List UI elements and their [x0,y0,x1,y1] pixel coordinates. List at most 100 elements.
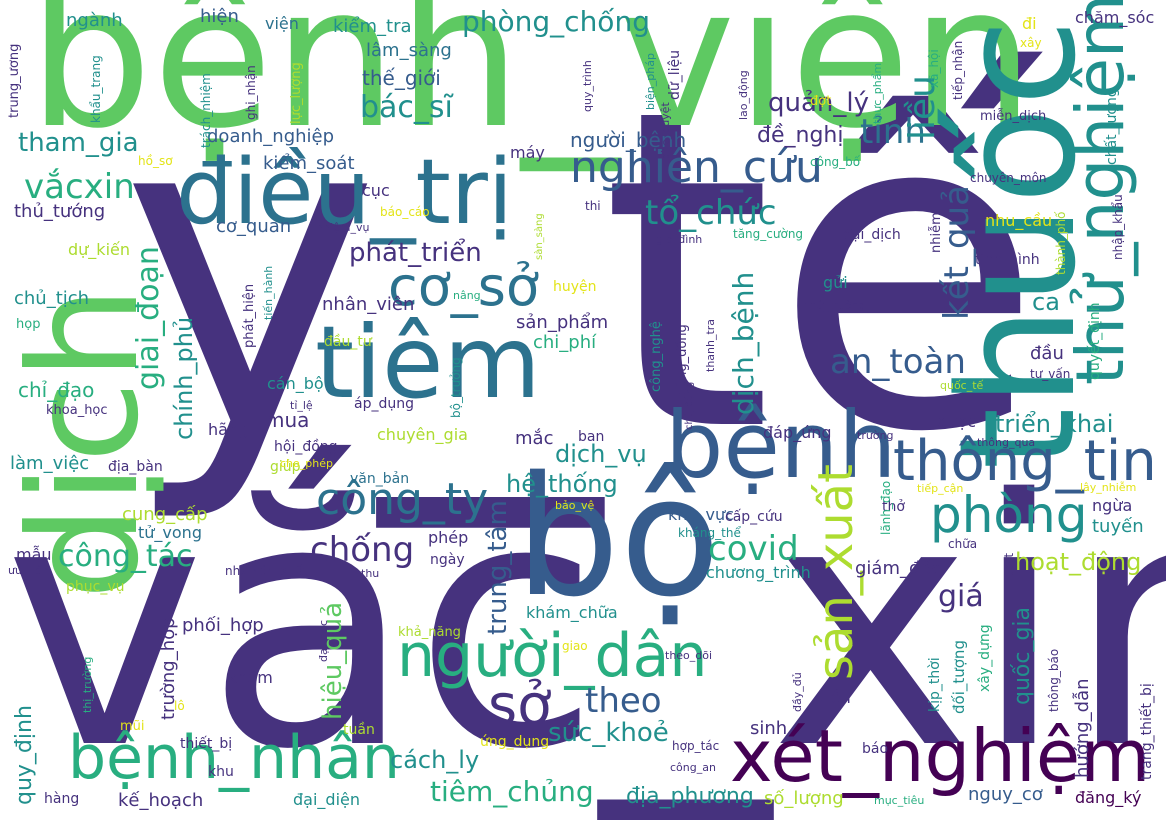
word-phat-trien: phát_triển [349,238,482,268]
word-chua: chữa [948,537,978,551]
word-thiet-bi: thiết_bị [180,736,233,752]
word-kiem-soat: kiểm_soát [263,153,355,174]
word-san-xuat: sản_xuất [808,464,864,680]
word-tiem: tiêm [315,304,541,421]
word-thi-truong: thị_trường [81,656,94,713]
word-nhiem: nhiễm [929,212,944,253]
word-vacxin: vắcxin [24,167,135,207]
word-ban: ban [578,429,605,445]
word-giao: giao [562,639,588,653]
word-quan-ly: quản_lý [768,88,870,118]
word-ti-le: tỉ_lệ [290,399,313,412]
word-duoc: dược [937,412,976,431]
word-quy-dinh: quy_định [12,705,37,805]
word-xay: xây [1020,36,1042,50]
word-phong-chong: phòng_chống [462,5,650,38]
word-phong: phòng [930,486,1088,544]
word-kip-thoi: kịp_thời [927,657,943,712]
word-thuc-pham: thực_phẩm [871,62,884,124]
word-vac-xin: vắc_xin [4,428,1166,820]
word-so: sở [488,673,552,738]
word-lam-viec: làm_việc [10,453,90,474]
word-dia-phuong: địa_phương [626,784,754,809]
word-dai-dich: đại_dịch [843,227,901,243]
word-san-sang: sàn_sàng [534,213,545,260]
word-thu-tuong: thủ_tướng [14,201,106,222]
word-tien-hanh: tiến_hành [262,265,275,320]
word-tiep-nhan: tiếp_nhận [951,40,965,100]
word-hop-tac: hợp_tác [672,739,720,753]
word-khau-trang: khẩu_trang [89,55,103,123]
word-cap-cuu: cấp_cứu [725,509,783,525]
word-theo: theo [585,681,662,721]
word-quoc-te: quốc_tế [940,379,984,392]
word-giup: giúp [270,459,301,475]
word-giam-doc: giám_đốc [855,558,942,579]
word-nhiem-vu: nhiệm_vụ [316,221,370,234]
word-cuc: cục [362,181,390,200]
word-ngua: ngừa [1092,496,1133,515]
word-bien-phap: biện_pháp [644,53,657,110]
word-nhu-cau: nhu_cầu [985,211,1053,230]
word-tinh: tỉnh [860,112,926,152]
word-nhan-vien: nhân_viên [322,294,415,315]
word-so-luong: số_lượng [764,788,844,809]
word-tu-vong: tử_vong [138,523,202,542]
word-dich-benh: dịch_bệnh [727,271,760,415]
word-ke-hoach: kế_hoạch [118,790,204,811]
word-chu-dong: chủ_động [684,381,695,430]
word-khang-the: kháng_thể [678,526,741,540]
word-thanh-pho: thành_phố [1054,211,1068,275]
word-nguy-co: nguy_cơ [968,784,1043,805]
word-thu-truong: thứ_trưởng [805,299,866,312]
word-dai-hoc: đại_học [317,619,330,662]
word-theo-doi: theo_dõi [665,649,713,662]
word-phep: phép [428,528,469,547]
word-ho-so: hồ_sơ [138,154,173,168]
word-lanh-dao: lãnh_đạo [879,480,893,535]
word-phoi-hop: phối_hợp [182,615,264,636]
word-bo-truong: bộ_trưởng [449,357,463,418]
word-de-nghi: đề_nghị [757,123,844,148]
word-dot: đợt [810,94,832,109]
word-benh-nhan: bệnh_nhân [68,723,400,793]
word-ung-dung: ứng_dụng [480,734,550,750]
word-xay-dung: xây_dựng [977,624,993,692]
word-khu-vuc: khu_vực [668,505,734,524]
word-ca: ca [1032,288,1060,316]
word-dau: đầu [1030,343,1064,364]
word-bo: bộ [515,441,721,633]
word-khu: khu [208,764,234,780]
word-vien: viện [265,14,299,33]
word-test: test [1002,552,1016,576]
word-sinh: sinh [750,718,788,739]
word-cham-soc: chăm_sóc [1075,8,1155,27]
word-hoi-dong: hội_đồng [274,439,338,455]
word-trang-thiet-bi: trang_thiết_bị [1139,683,1155,780]
word-kha-nang: khả_năng [398,625,461,640]
word-xet-nghiem: xét_nghiệm [730,714,1151,798]
word-co-so: cơ_sở [388,255,539,318]
word-chuyen-gia: chuyên_gia [377,425,468,444]
word-benh-vien: bệnh_viện [28,0,1035,172]
word-may: máy [510,143,545,162]
word-nha-san-xuat: nhà_sản_xuất [225,564,308,578]
word-phat-hien: phát_hiện [242,283,257,348]
word-chuyen-mon: chuyên_môn [970,171,1047,185]
word-ghi-nhan: ghi_nhận [244,65,258,120]
word-mui: mũi [120,719,145,734]
word-co-quan: cơ_quan [216,216,292,237]
word-trien-khai: triển_khai [995,410,1114,438]
word-nguoi-dan: người_dân [397,621,708,691]
word-nganh: ngành [66,10,123,31]
word-quoc-gia: quốc_gia [1010,606,1035,705]
word-mua: mua [265,408,310,432]
word-muc-tieu: mục_tiêu [874,794,925,807]
word-tu-van: tư_vấn [1030,367,1071,381]
word-truong: trường [857,429,894,442]
word-lao-dong: lao_động [737,70,750,120]
word-nghien-cuu: nghiên_cứu [570,142,823,193]
word-tiep-can: tiếp_cận [917,482,964,495]
word-mien-dich: miễn_dịch [980,109,1047,124]
word-uu-tien: ưu_tiên [8,564,49,577]
